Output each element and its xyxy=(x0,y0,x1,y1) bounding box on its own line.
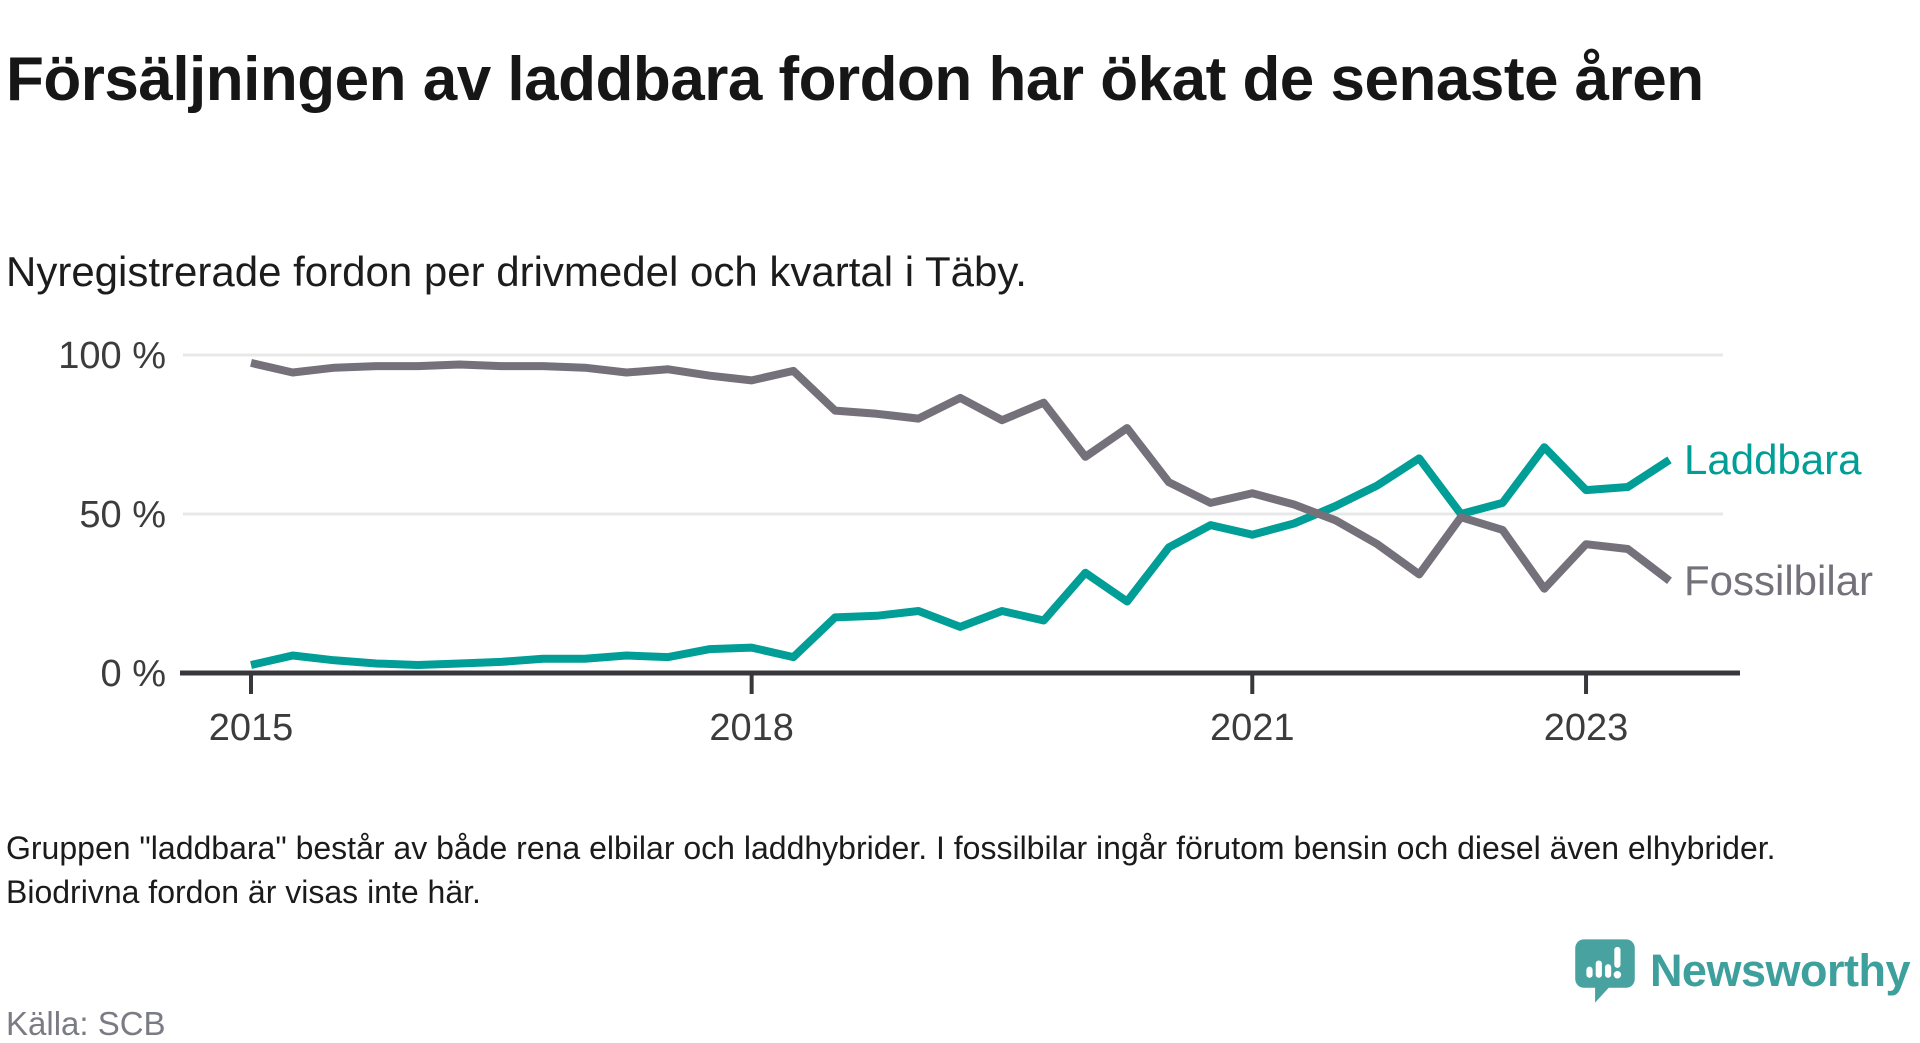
x-tick-label: 2015 xyxy=(209,707,294,749)
y-tick-label: 100 % xyxy=(58,335,166,377)
newsworthy-logo: Newsworthy xyxy=(1574,938,1911,1004)
x-tick-label: 2023 xyxy=(1544,707,1629,749)
chart-footnote: Gruppen "laddbara" består av både rena e… xyxy=(6,830,1776,911)
chart-subtitle: Nyregistrerade fordon per drivmedel och … xyxy=(6,248,1027,295)
x-tick-label: 2018 xyxy=(709,707,794,749)
series-line-laddbara xyxy=(250,443,1672,669)
series-label-laddbara: Laddbara xyxy=(1684,436,1862,483)
page-title: Försäljningen av laddbara fordon har öka… xyxy=(6,44,1704,114)
source-label: Källa: SCB xyxy=(6,1005,166,1042)
newsworthy-bubble-chart-icon xyxy=(1575,939,1635,1003)
line-chart: 2015 2018 2021 2023 100 % 50 % 0 % Laddbara Foss… xyxy=(58,335,1873,749)
series-line-fossilbilar xyxy=(250,359,1672,593)
series-label-fossilbilar: Fossilbilar xyxy=(1684,557,1873,604)
brand-name: Newsworthy xyxy=(1649,945,1911,996)
y-tick-label: 0 % xyxy=(101,653,166,695)
x-tick-label: 2021 xyxy=(1210,707,1295,749)
y-tick-label: 50 % xyxy=(79,494,166,536)
